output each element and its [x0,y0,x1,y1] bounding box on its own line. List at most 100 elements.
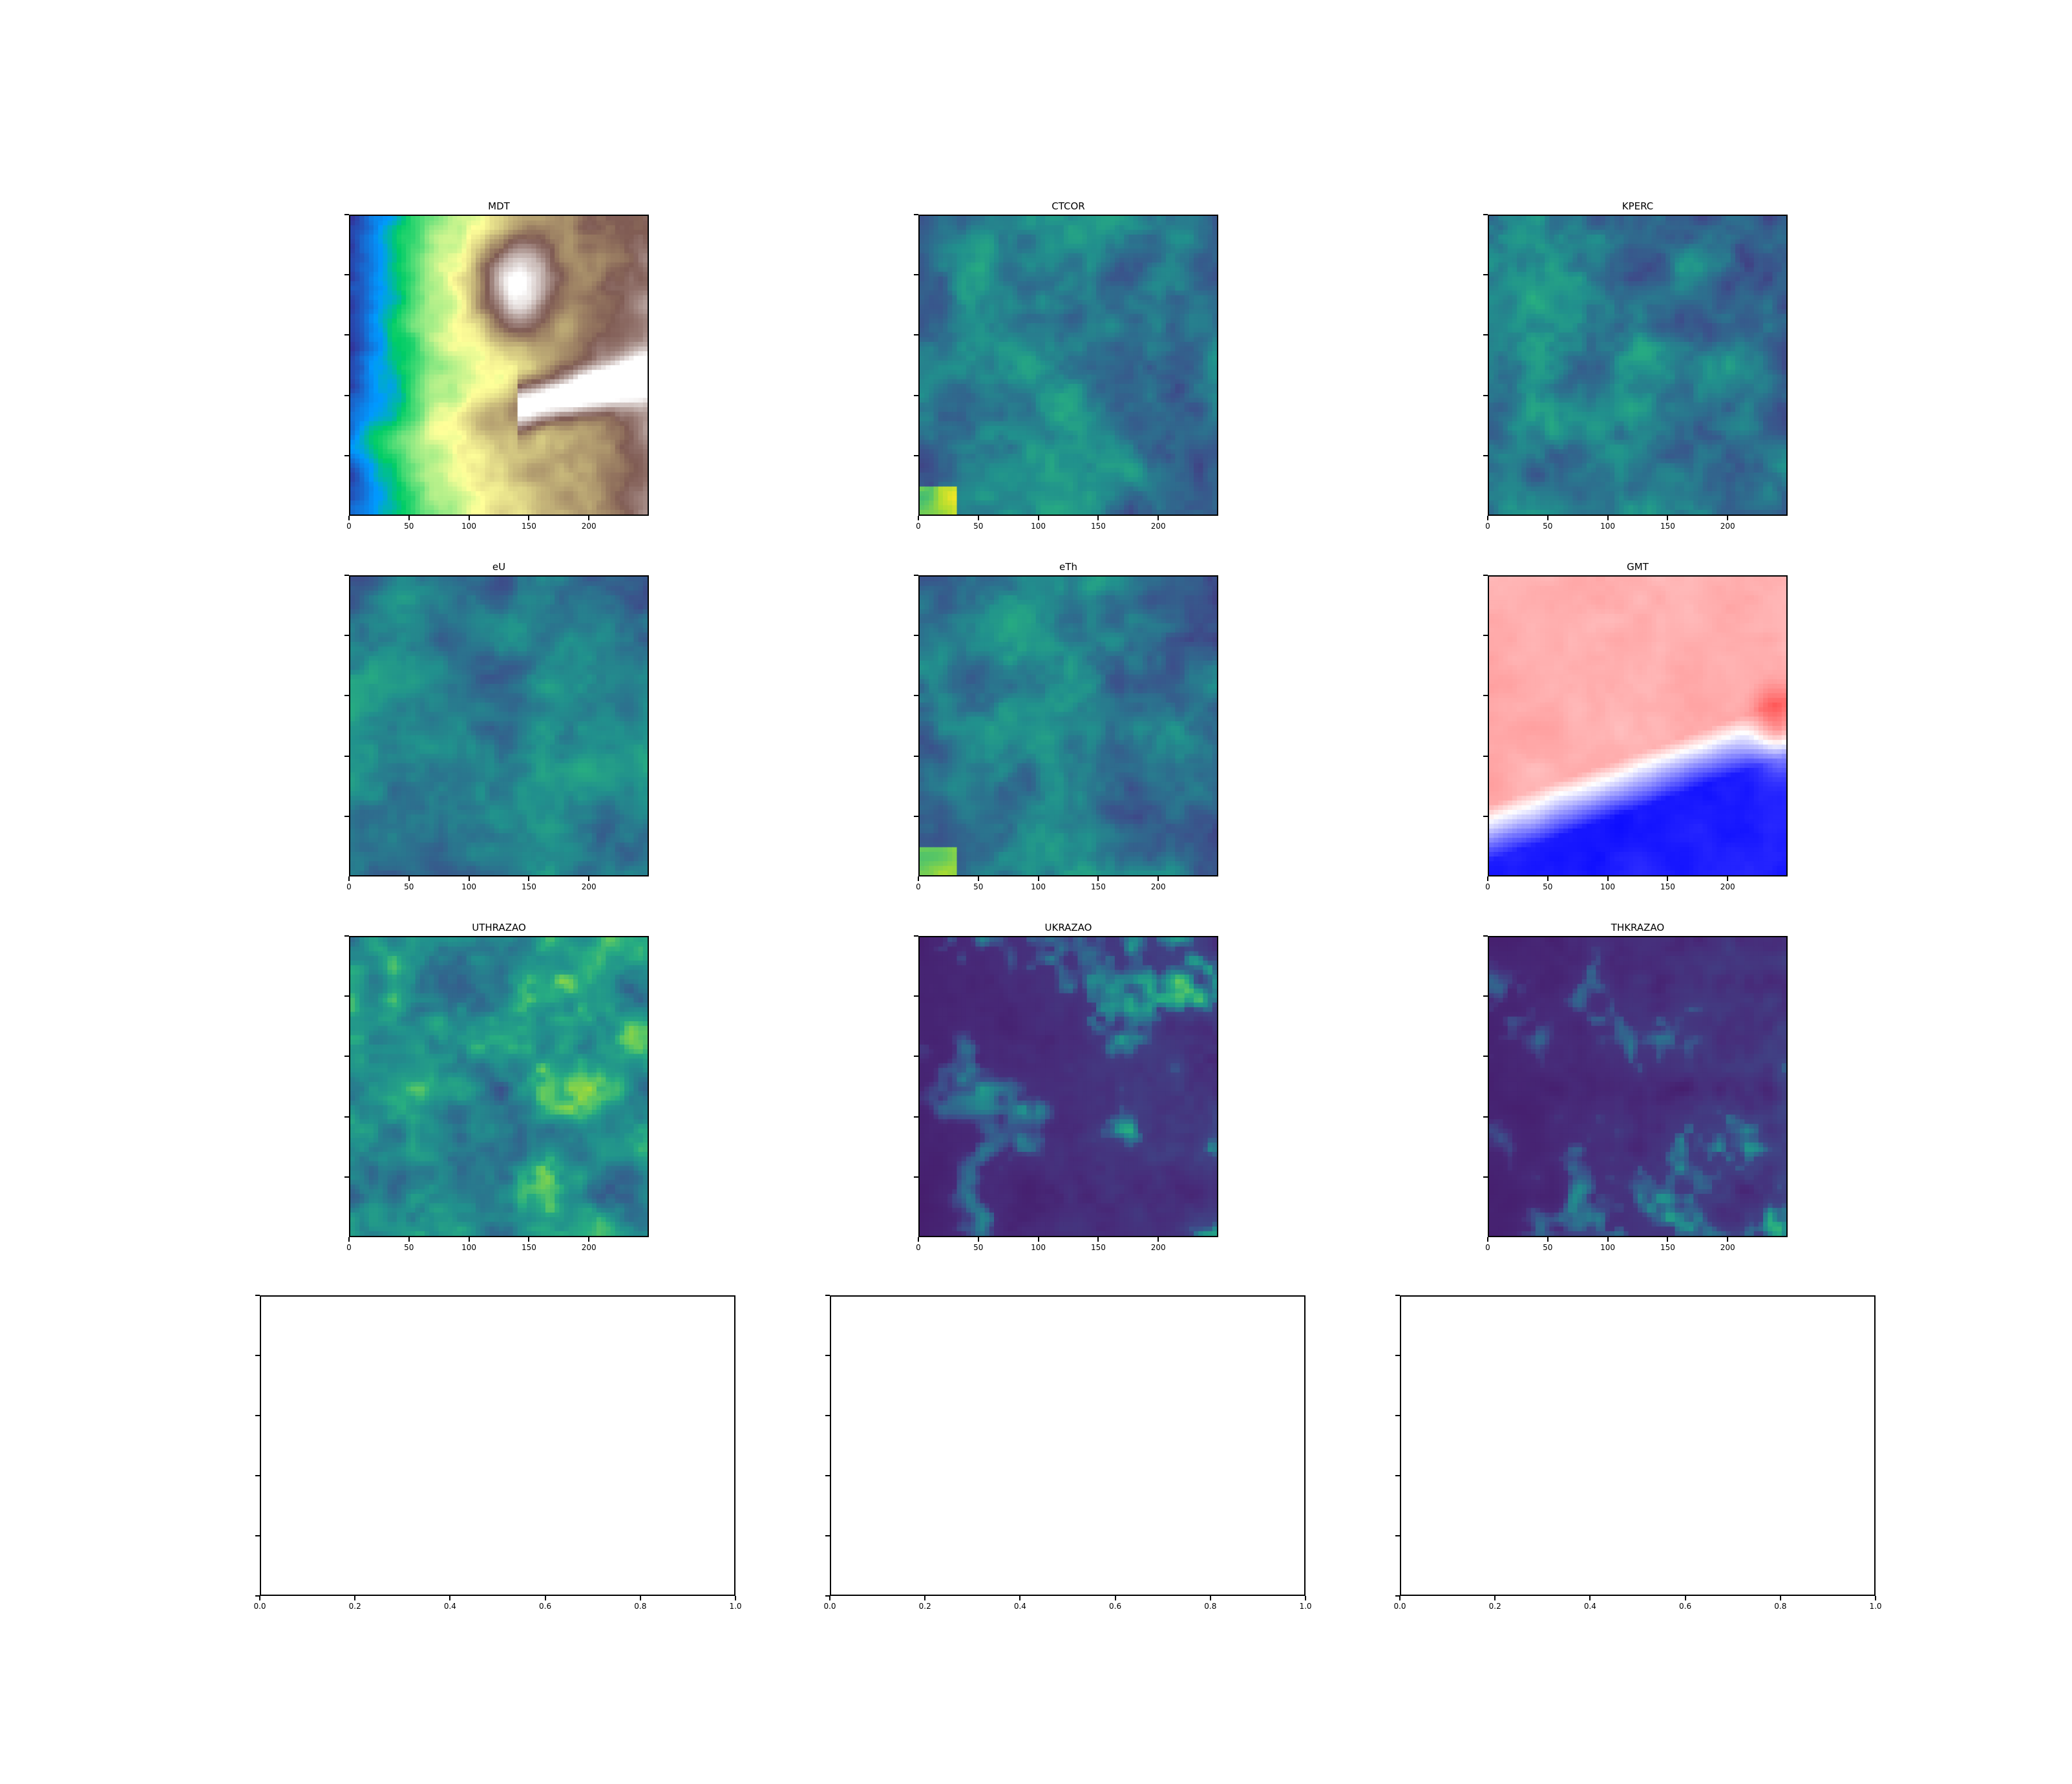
x-tick [977,876,979,881]
subplot-title: UTHRAZAO [472,922,526,933]
y-tick [1483,394,1488,396]
x-tick [528,1237,530,1242]
y-tick [1483,1056,1488,1057]
x-tick [639,1596,641,1600]
y-tick [1483,1116,1488,1118]
y-tick [344,454,349,456]
x-tick [1158,1237,1159,1242]
x-tick [1607,516,1609,520]
y-tick [1483,575,1488,576]
x-tick-label: 50 [1543,882,1552,891]
x-tick-label: 0.0 [823,1602,836,1611]
y-tick [1483,695,1488,697]
subplot-title: eU [492,561,505,573]
x-tick [1667,876,1669,881]
x-tick [1667,516,1669,520]
x-tick [1779,1596,1781,1600]
y-tick [344,1176,349,1178]
heatmap-cells [350,577,648,875]
x-tick-label: 0 [916,522,921,531]
x-tick [1589,1596,1591,1600]
x-tick-label: 0 [346,882,352,891]
heatmap-cells [1489,937,1786,1236]
empty-axes [260,1295,735,1596]
y-tick [344,1056,349,1057]
subplot-title: CTCOR [1052,200,1084,212]
y-tick [344,575,349,576]
x-tick [1727,1237,1729,1242]
y-tick [1395,1595,1400,1597]
x-tick-label: 200 [582,522,597,531]
x-tick [1684,1596,1686,1600]
x-tick-label: 0.4 [1014,1602,1026,1611]
x-tick [1487,1237,1488,1242]
x-tick-label: 200 [1151,522,1166,531]
subplot-title: MDT [488,200,510,212]
x-tick-label: 0.0 [1393,1602,1406,1611]
x-tick [449,1596,451,1600]
x-tick-label: 200 [1151,882,1166,891]
heatmap-image [349,936,649,1237]
x-tick [1097,876,1099,881]
x-tick [588,876,590,881]
y-tick [344,755,349,757]
x-tick [1547,1237,1549,1242]
x-tick [829,1596,830,1600]
x-tick [348,1237,350,1242]
x-tick-label: 150 [1660,522,1675,531]
y-tick [914,214,918,215]
y-tick [344,995,349,997]
heatmap-cells [920,937,1217,1236]
heatmap-cells [1489,577,1786,875]
empty-axes [1400,1295,1876,1596]
x-tick-label: 50 [404,522,414,531]
x-tick [1607,1237,1609,1242]
x-tick [348,876,350,881]
x-tick [528,876,530,881]
x-tick [528,516,530,520]
x-tick-label: 0.6 [1679,1602,1691,1611]
x-tick [408,876,410,881]
x-tick [408,1237,410,1242]
y-tick [1395,1475,1400,1476]
x-tick-label: 150 [522,882,536,891]
x-tick-label: 100 [461,1243,476,1252]
x-tick [1114,1596,1116,1600]
x-tick-label: 100 [461,522,476,531]
x-tick-label: 50 [973,522,983,531]
x-tick-label: 0.4 [444,1602,456,1611]
x-tick [1547,876,1549,881]
y-tick [914,575,918,576]
heatmap-cells [1489,216,1786,515]
y-tick [255,1595,260,1597]
x-tick-label: 0.8 [634,1602,646,1611]
x-tick-label: 0 [346,1243,352,1252]
y-tick [1483,755,1488,757]
heatmap-cells [350,937,648,1236]
x-tick-label: 1.0 [1869,1602,1881,1611]
x-tick-label: 50 [973,1243,983,1252]
x-tick-label: 0 [916,1243,921,1252]
y-tick [1483,1176,1488,1178]
y-tick [914,1116,918,1118]
heatmap-cells [920,216,1217,515]
y-tick [344,274,349,276]
y-tick [344,635,349,637]
y-tick [914,274,918,276]
y-tick [255,1415,260,1416]
x-tick-label: 100 [461,882,476,891]
x-tick-label: 150 [522,522,536,531]
heatmap-image [1488,936,1788,1237]
x-tick [468,516,470,520]
y-tick [914,995,918,997]
heatmap-image [918,575,1218,876]
y-tick [1483,995,1488,997]
heatmap-image [1488,215,1788,516]
y-tick [914,635,918,637]
x-tick-label: 0.6 [539,1602,551,1611]
x-tick [1667,1237,1669,1242]
x-tick-label: 0.8 [1774,1602,1786,1611]
heatmap-image [918,936,1218,1237]
y-tick [1395,1295,1400,1296]
y-tick [344,334,349,336]
